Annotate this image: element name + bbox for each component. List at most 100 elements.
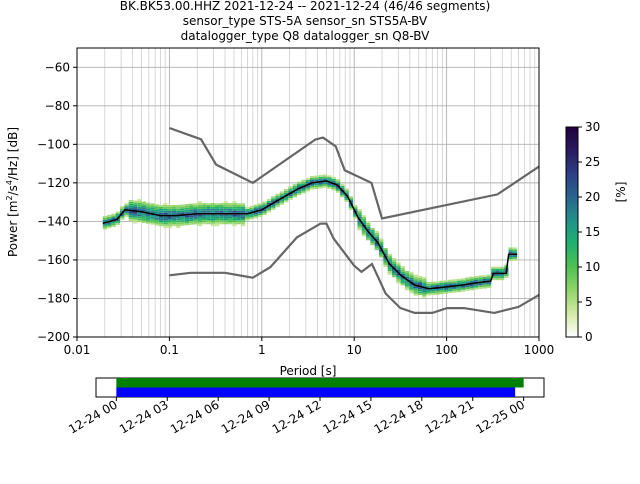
ppsd-cell (314, 185, 319, 188)
ppsd-cell (443, 284, 449, 287)
ppsd-cell (206, 205, 211, 207)
ppsd-cell (512, 255, 518, 258)
ppsd-cell (383, 265, 388, 268)
ppsd-cell (383, 248, 388, 250)
ppsd-cell (469, 278, 474, 281)
ppsd-cell (232, 210, 237, 213)
ppsd-cell (245, 208, 250, 211)
ppsd-cell (314, 179, 319, 182)
ppsd-cell (491, 268, 496, 271)
ppsd-density (102, 174, 518, 299)
ppsd-cell (227, 214, 233, 217)
ppsd-cell (193, 210, 198, 213)
ppsd-cell (163, 205, 168, 207)
ppsd-cell (335, 186, 341, 189)
ppsd-cell (158, 224, 164, 227)
ppsd-cell (383, 261, 388, 264)
ppsd-cell (206, 208, 211, 211)
colorbar-tick-label: 30 (585, 120, 600, 134)
ppsd-cell (120, 214, 125, 216)
ppsd-cell (400, 269, 405, 272)
ppsd-cell (245, 206, 250, 209)
ppsd-cell (206, 206, 211, 209)
ppsd-cell (227, 208, 233, 211)
timeline-tick-label: 12-24 00 (66, 397, 120, 436)
ppsd-cell (232, 220, 237, 223)
ppsd-cell (443, 282, 449, 285)
colorbar-label: [%] (614, 182, 628, 203)
ppsd-cell (404, 274, 410, 277)
ppsd-cell (456, 278, 462, 281)
ppsd-cell (396, 273, 401, 276)
ppsd-cell (379, 242, 384, 244)
ppsd-cell (197, 218, 203, 221)
ppsd-cell (478, 279, 483, 282)
ppsd-cell (404, 286, 410, 289)
ppsd-cell (292, 187, 297, 190)
ppsd-cell (236, 206, 241, 209)
ppsd-cell (331, 188, 336, 191)
ppsd-cell (128, 211, 133, 214)
ppsd-cell (430, 293, 436, 296)
ppsd-cell (499, 266, 505, 269)
ppsd-cell (150, 218, 155, 221)
ppsd-cell (353, 209, 358, 211)
ppsd-cell (322, 176, 328, 179)
ppsd-cell (167, 222, 172, 225)
ppsd-cell (227, 210, 233, 213)
ppsd-cell (158, 208, 164, 211)
ppsd-cell (512, 251, 518, 254)
ppsd-cell (193, 207, 198, 210)
ppsd-cell (370, 231, 375, 234)
ppsd-cell (132, 208, 138, 211)
ppsd-cell (171, 218, 177, 221)
ppsd-cell (448, 281, 453, 284)
ppsd-cell (357, 211, 362, 213)
ppsd-cell (158, 210, 164, 213)
ppsd-cell (206, 210, 211, 213)
ppsd-cell (486, 278, 492, 281)
y-tick-label: −180 (37, 291, 70, 305)
ppsd-cell (124, 205, 129, 208)
ppsd-cell (417, 291, 423, 294)
ppsd-cell (223, 220, 228, 223)
ppsd-cell (301, 187, 306, 190)
ppsd-cell (111, 217, 116, 220)
ppsd-cell (128, 207, 133, 210)
ppsd-cell (409, 291, 414, 294)
plot-grid (76, 48, 539, 338)
ppsd-cell (422, 294, 427, 297)
ppsd-cell (495, 276, 500, 279)
ppsd-cell (379, 249, 384, 252)
ppsd-cell (327, 186, 332, 189)
ppsd-cell (249, 205, 254, 208)
ppsd-cell (120, 217, 125, 220)
ppsd-cell (214, 220, 220, 223)
colorbar: 0 5 10 15 20 25 30 (565, 120, 600, 344)
ppsd-cell (214, 218, 220, 221)
ppsd-cell (331, 178, 336, 181)
ppsd-cell (404, 271, 410, 273)
ppsd-cell (184, 205, 190, 208)
ppsd-cell (115, 211, 121, 214)
ppsd-cell (214, 203, 220, 206)
ppsd-cell (374, 230, 380, 233)
ppsd-cell (180, 221, 185, 224)
ppsd-cell (374, 234, 380, 237)
ppsd-cell (426, 291, 431, 294)
ppsd-cell (400, 277, 405, 280)
ppsd-cell (214, 222, 220, 225)
ppsd-cell (284, 196, 289, 199)
ppsd-cell (240, 224, 246, 227)
ppsd-cell (495, 268, 500, 271)
y-tick-label: −160 (37, 253, 70, 267)
ppsd-cell (167, 205, 172, 207)
ppsd-cell (107, 226, 112, 229)
ppsd-cell (366, 234, 371, 237)
colorbar-tick-label: 15 (585, 225, 600, 239)
ppsd-cell (128, 205, 133, 208)
ppsd-cell (232, 218, 237, 221)
ppsd-cell (340, 187, 345, 190)
ppsd-cell (163, 206, 168, 209)
